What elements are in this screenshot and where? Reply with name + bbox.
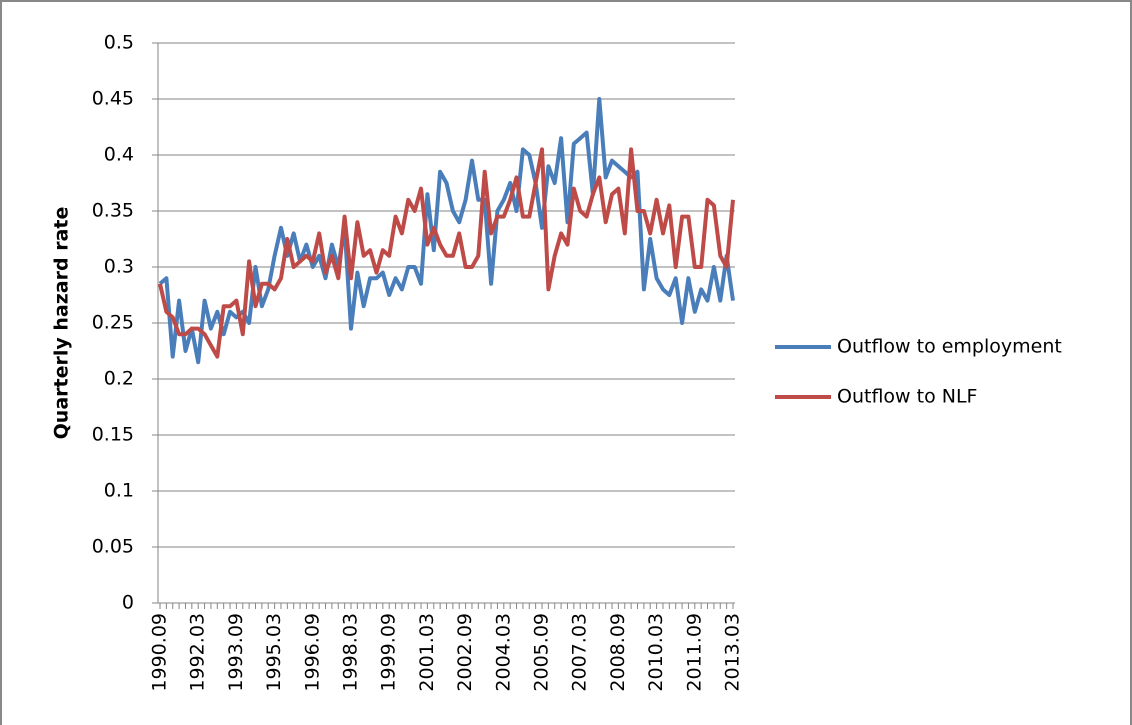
y-tick-label: 0.4 bbox=[104, 144, 134, 166]
x-tick-label: 1998.03 bbox=[340, 613, 362, 692]
series-line bbox=[158, 147, 735, 359]
x-tick-label: 1990.09 bbox=[149, 613, 171, 692]
x-tick-label: 2008.09 bbox=[607, 613, 629, 692]
x-tick-label: 1995.03 bbox=[263, 613, 285, 692]
y-tick-label: 0.3 bbox=[104, 256, 134, 278]
series-line bbox=[158, 97, 735, 365]
y-axis-label: Quarterly hazard rate bbox=[51, 207, 73, 440]
y-tick-label: 0.25 bbox=[92, 312, 134, 334]
x-tick-label: 1999.09 bbox=[378, 613, 400, 692]
y-tick-label: 0.15 bbox=[92, 424, 134, 446]
y-tick-label: 0.1 bbox=[104, 480, 134, 502]
x-tick-label: 2001.03 bbox=[416, 613, 438, 692]
x-tick-label: 2004.03 bbox=[492, 613, 514, 692]
legend-label: Outflow to NLF bbox=[837, 386, 977, 408]
y-tick-label: 0.2 bbox=[104, 368, 134, 390]
x-tick-label: 2011.09 bbox=[683, 613, 705, 692]
x-tick-label: 2007.03 bbox=[569, 613, 591, 692]
y-tick-label: 0.35 bbox=[92, 200, 134, 222]
x-tick-label: 2010.03 bbox=[645, 613, 667, 692]
x-tick-label: 2002.09 bbox=[454, 613, 476, 692]
x-tick-label: 1996.09 bbox=[301, 613, 323, 692]
x-tick-label: 1992.03 bbox=[187, 613, 209, 692]
y-tick-label: 0.05 bbox=[92, 536, 134, 558]
y-tick-label: 0.45 bbox=[92, 88, 134, 110]
x-tick-label: 2013.03 bbox=[722, 613, 744, 692]
y-tick-label: 0.5 bbox=[104, 32, 134, 54]
x-tick-label: 1993.09 bbox=[225, 613, 247, 692]
legend-label: Outflow to employment bbox=[837, 336, 1062, 358]
y-tick-label: 0 bbox=[122, 592, 134, 614]
x-tick-label: 2005.09 bbox=[531, 613, 553, 692]
